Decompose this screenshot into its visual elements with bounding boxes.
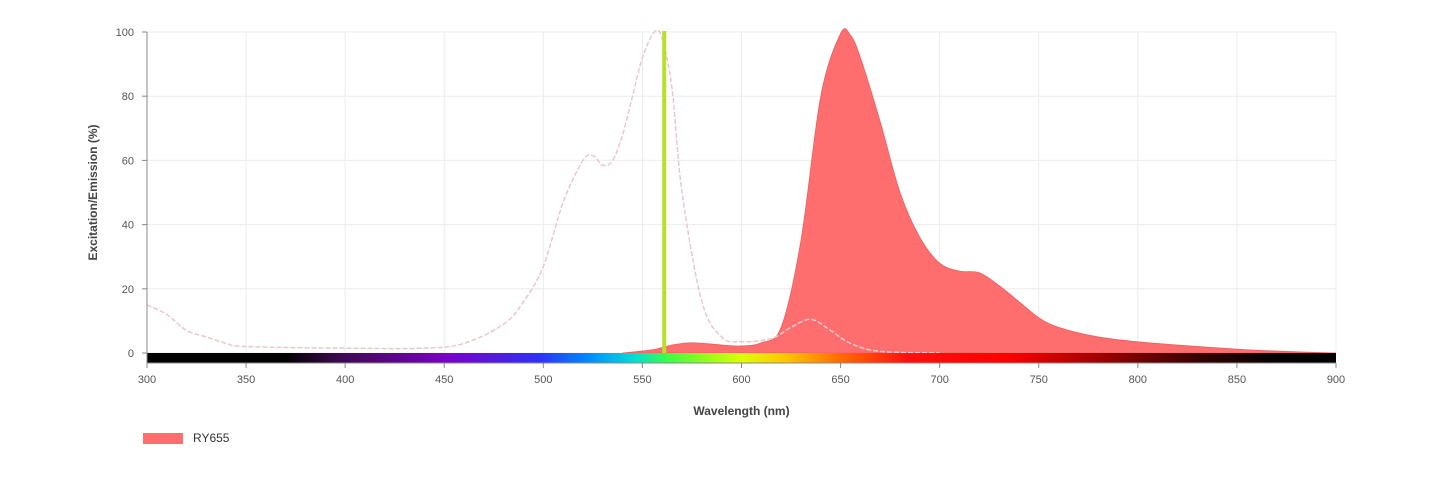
excitation-line-series-1 bbox=[146, 29, 940, 354]
y-tick-label: 40 bbox=[122, 220, 134, 232]
x-tick-label: 500 bbox=[534, 374, 552, 386]
y-tick-label: 0 bbox=[128, 348, 134, 360]
x-tick-label: 750 bbox=[1030, 374, 1048, 386]
x-tick-label: 550 bbox=[633, 374, 651, 386]
x-tick-label: 900 bbox=[1327, 374, 1345, 386]
legend-swatch-ry655 bbox=[143, 432, 183, 444]
x-tick-label: 350 bbox=[237, 374, 255, 386]
y-tick-label: 80 bbox=[122, 91, 134, 103]
visible-spectrum-bar bbox=[147, 353, 1336, 363]
legend[interactable]: RY655 bbox=[143, 431, 229, 445]
x-tick-label: 300 bbox=[138, 374, 156, 386]
x-tick-label: 450 bbox=[435, 374, 453, 386]
y-tick-label: 60 bbox=[122, 155, 134, 167]
x-tick-label: 400 bbox=[336, 374, 354, 386]
emission-area-series-0 bbox=[622, 28, 1337, 354]
y-tick-label: 20 bbox=[122, 284, 134, 296]
x-axis-title: Wavelength (nm) bbox=[693, 404, 789, 418]
grid-lines bbox=[146, 31, 1337, 354]
series-layer bbox=[146, 28, 1337, 354]
x-tick-label: 600 bbox=[732, 374, 750, 386]
x-tick-label: 700 bbox=[930, 374, 948, 386]
x-tick-label: 850 bbox=[1228, 374, 1246, 386]
legend-label-ry655: RY655 bbox=[193, 431, 230, 445]
y-tick-label: 100 bbox=[116, 27, 134, 39]
x-tick-label: 800 bbox=[1129, 374, 1147, 386]
tick-labels: 300 350 400 450 500 550 600 650 700 750 800 850 900 0… bbox=[116, 27, 1346, 386]
x-tick-label: 650 bbox=[831, 374, 849, 386]
y-axis-title: Excitation/Emission (%) bbox=[86, 124, 100, 260]
